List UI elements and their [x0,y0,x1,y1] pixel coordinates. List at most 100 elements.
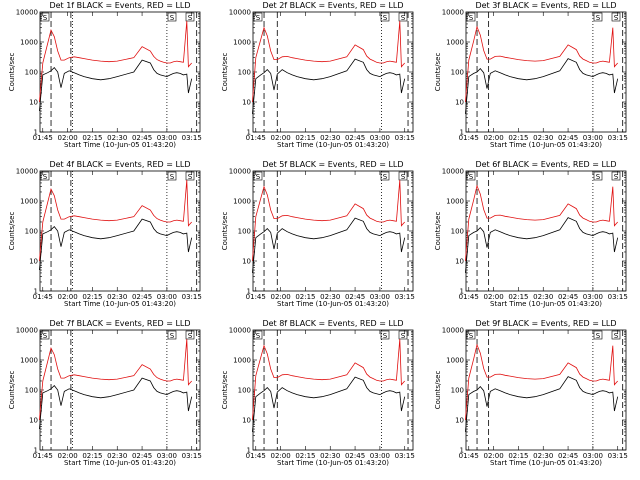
box-label-frame [185,330,195,340]
series-lld-line [465,25,618,103]
x-tick-label: 03:00 [157,134,177,142]
x-tick-label: 03:15 [395,134,415,142]
series-lld-line [39,20,192,103]
box-label: S [596,14,601,22]
x-tick-label: 02:45 [558,293,578,301]
box-label: S [596,173,601,181]
box-label-frame [253,171,263,181]
x-tick-label: 01:45 [459,134,479,142]
box-label: S [614,332,619,340]
x-tick-label: 02:00 [483,134,503,142]
chart-title: Det 6f BLACK = Events, RED = LLD [475,160,616,169]
x-tick-label: 02:45 [345,293,365,301]
x-tick-label: 02:30 [320,293,340,301]
x-tick-label: 02:45 [132,134,152,142]
x-tick-label: 02:45 [558,452,578,460]
box-label: S [188,14,193,22]
chart-panel-2: Det 2f BLACK = Events, RED = LLD 1 10 100 10… [221,1,415,149]
box-label-frame [167,330,177,340]
x-tick-label: 01:45 [246,293,266,301]
y-tick-label: 100 [238,228,251,236]
chart-panel-1: Det 1f BLACK = Events, RED = LLD 1 10 100 10… [8,1,202,149]
y-tick-label: 100 [451,387,464,395]
y-tick-label: 1 [247,288,251,296]
y-tick-label: 1000 [446,357,464,365]
x-tick-label: 03:15 [182,134,202,142]
box-label: S [43,14,48,22]
x-tick-label: 02:45 [345,134,365,142]
x-tick-label: 02:30 [533,134,553,142]
box-label: S [170,14,175,22]
box-label: S [256,173,261,181]
x-axis-label: Start Time (10-Jun-05 01:43:20) [64,300,176,308]
y-tick-label: 10000 [442,9,464,17]
x-tick-label: 02:45 [132,452,152,460]
y-tick-label: 10 [29,417,38,425]
x-tick-label: 02:00 [270,293,290,301]
x-tick-label: 02:00 [57,134,77,142]
box-label-frame [466,12,476,22]
x-axis-label: Start Time (10-Jun-05 01:43:20) [277,141,389,149]
box-label: S [188,173,193,181]
y-tick-label: 100 [451,69,464,77]
chart-title: Det 8f BLACK = Events, RED = LLD [262,319,403,328]
series-lld-line [465,184,618,262]
box-label: S [43,173,48,181]
y-tick-label: 1000 [20,198,38,206]
series-events-line [465,217,619,273]
y-tick-label: 10000 [16,168,38,176]
box-label-frame [380,12,390,22]
x-tick-label: 02:00 [270,452,290,460]
plot-frame [465,11,627,133]
x-tick-label: 03:00 [370,452,390,460]
box-label: S [401,14,406,22]
series-events-line [39,59,193,112]
y-axis-label: Counts/sec [221,371,229,410]
y-axis-label: Counts/sec [8,212,16,251]
box-label: S [401,173,406,181]
y-tick-label: 1 [247,447,251,455]
y-tick-label: 1000 [446,39,464,47]
series-events-line [252,217,406,273]
box-label-frame [611,171,621,181]
x-tick-label: 03:15 [608,452,628,460]
y-axis-label: Counts/sec [221,53,229,92]
x-tick-label: 03:00 [157,452,177,460]
y-tick-label: 10 [29,99,38,107]
box-label: S [614,173,619,181]
x-tick-label: 03:15 [395,293,415,301]
y-axis-label: Counts/sec [434,53,442,92]
box-label-frame [185,171,195,181]
x-tick-label: 02:30 [107,452,127,460]
y-tick-label: 1 [460,447,464,455]
x-tick-label: 02:30 [533,293,553,301]
x-tick-label: 02:15 [295,452,315,460]
y-tick-label: 10000 [442,327,464,335]
y-tick-label: 100 [451,228,464,236]
y-tick-label: 10 [455,417,464,425]
box-label-frame [167,171,177,181]
box-label-frame [593,171,603,181]
x-tick-label: 01:45 [246,134,266,142]
x-axis-label: Start Time (10-Jun-05 01:43:20) [277,459,389,467]
box-label-frame [398,171,408,181]
box-label: S [383,332,388,340]
plot-frame [39,11,201,133]
y-tick-label: 1000 [233,39,251,47]
chart-title: Det 5f BLACK = Events, RED = LLD [262,160,403,169]
box-label: S [170,332,175,340]
y-axis-label: Counts/sec [8,371,16,410]
chart-panel-3: Det 3f BLACK = Events, RED = LLD 1 10 100 10… [434,1,628,149]
x-tick-label: 02:45 [558,134,578,142]
y-tick-label: 1 [34,447,38,455]
x-tick-label: 02:15 [82,452,102,460]
x-tick-label: 03:15 [608,134,628,142]
box-label-frame [593,330,603,340]
y-tick-label: 1000 [20,39,38,47]
x-tick-label: 03:00 [370,293,390,301]
x-tick-label: 03:00 [583,293,603,301]
y-tick-label: 1 [34,129,38,137]
x-axis-label: Start Time (10-Jun-05 01:43:20) [490,141,602,149]
plot-frame [39,170,201,292]
y-tick-label: 100 [25,228,38,236]
